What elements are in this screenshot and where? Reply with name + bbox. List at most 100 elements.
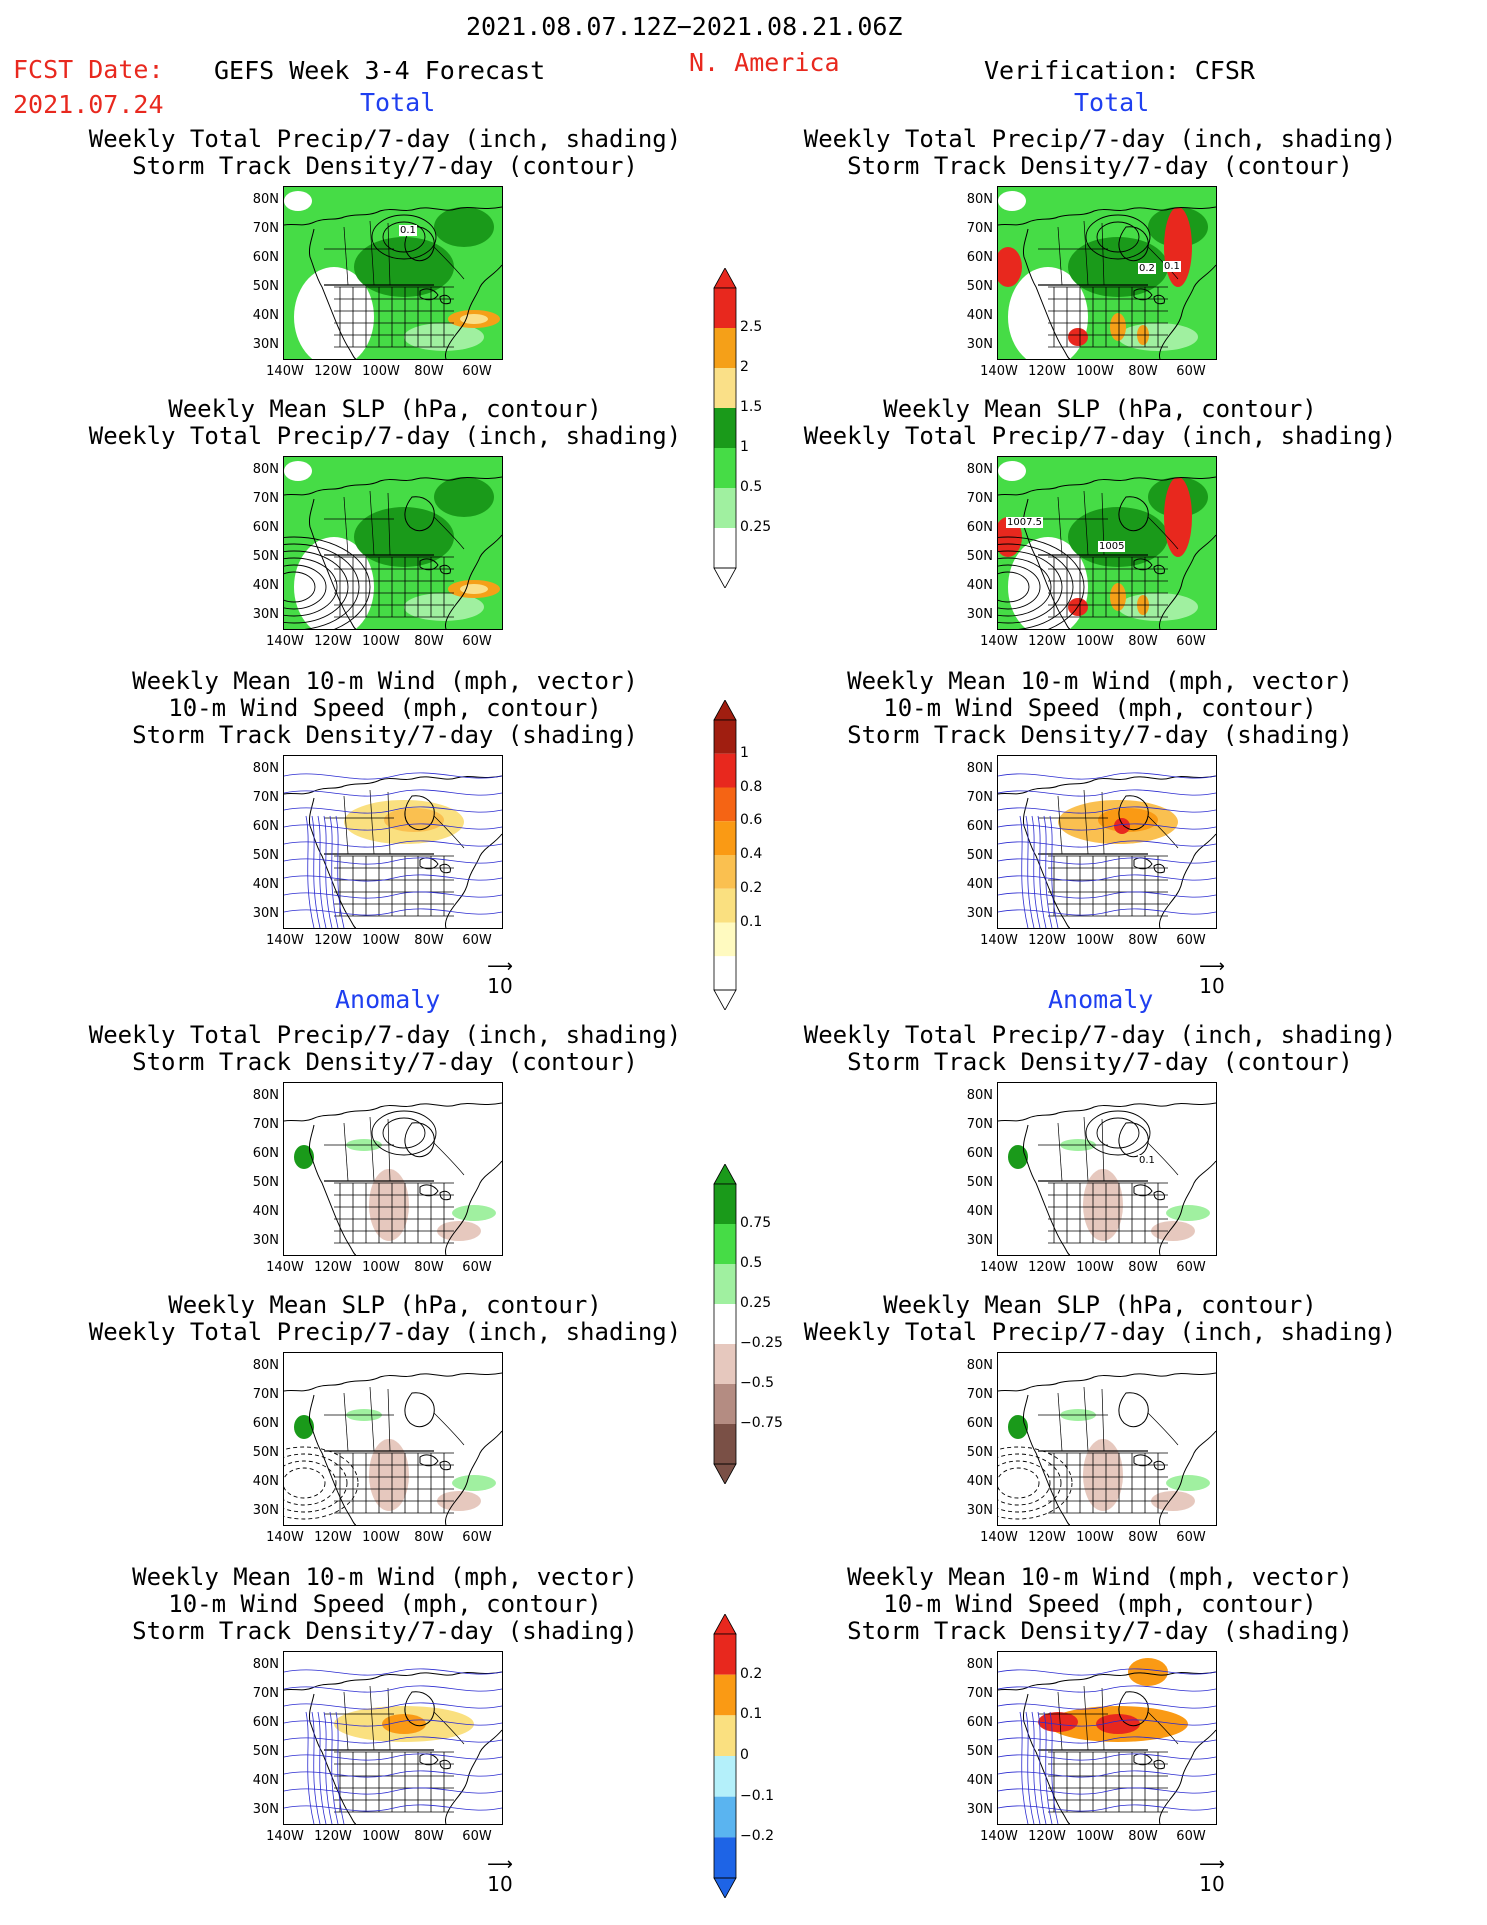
- map-p2r: 1007.5 1005: [997, 456, 1217, 630]
- vector-scale-label: 10: [487, 974, 513, 998]
- colorbar-label: −0.75: [740, 1415, 783, 1431]
- lon-tick-label: 100W: [1076, 933, 1114, 948]
- title-line: Weekly Total Precip/7-day (inch, shading…: [803, 125, 1397, 153]
- track-shading: [1114, 818, 1130, 834]
- lon-tick-label: 80W: [1128, 1530, 1158, 1545]
- lat-tick-label: 30N: [252, 607, 279, 622]
- track-anomaly-shading: [1038, 1712, 1078, 1732]
- colorbar-segment: [714, 488, 736, 528]
- lon-tick-label: 60W: [462, 1260, 492, 1275]
- lon-tick-label: 140W: [980, 1829, 1018, 1844]
- colorbar-segment: [714, 1224, 736, 1264]
- lon-tick-label: 80W: [414, 364, 444, 379]
- lat-tick-label: 50N: [966, 1175, 993, 1190]
- wet-area: [434, 207, 494, 247]
- title-line: 10-m Wind Speed (mph, contour): [168, 1590, 602, 1618]
- wet-area: [354, 507, 454, 567]
- lon-tick-label: 120W: [314, 634, 352, 649]
- colorbar-segment: [714, 1756, 736, 1797]
- colorbar-bottom-triangle: [713, 989, 737, 1010]
- lon-tick-label: 80W: [414, 634, 444, 649]
- lon-tick-label: 140W: [980, 1260, 1018, 1275]
- lat-tick-label: 60N: [966, 1715, 993, 1730]
- lon-tick-label: 60W: [1176, 1260, 1206, 1275]
- map-p3l: [283, 755, 503, 929]
- lat-tick-label: 50N: [966, 279, 993, 294]
- lon-tick-label: 60W: [1176, 1530, 1206, 1545]
- colorbar-segment: [714, 1634, 736, 1675]
- title-line: Storm Track Density/7-day (shading): [847, 1617, 1353, 1645]
- lon-tick-label: 120W: [314, 1829, 352, 1844]
- contour-lines: [371, 1110, 437, 1156]
- province-borders: [1038, 1116, 1179, 1182]
- colorbar-label: 0.25: [740, 1295, 772, 1311]
- title-line: 10-m Wind Speed (mph, contour): [883, 1590, 1317, 1618]
- colorbar-label: 0.5: [740, 1255, 763, 1271]
- vector-reference: ⟶ 10: [480, 1856, 520, 1897]
- heavy-area: [1110, 313, 1126, 341]
- lat-tick-label: 60N: [252, 520, 279, 535]
- lon-tick-label: 120W: [1028, 933, 1066, 948]
- title-line: Storm Track Density/7-day (shading): [132, 1617, 638, 1645]
- map-canvas: [998, 187, 1216, 359]
- lon-tick-label: 60W: [462, 1829, 492, 1844]
- map-canvas: [998, 1102, 1216, 1255]
- lat-tick-label: 40N: [252, 1204, 279, 1219]
- colorbar-segment: [714, 1344, 736, 1384]
- lon-tick-label: 100W: [1076, 1829, 1114, 1844]
- title-line: Storm Track Density/7-day (contour): [132, 152, 638, 180]
- lat-tick-label: 30N: [966, 1503, 993, 1518]
- map-p4r: 0.1: [997, 1082, 1217, 1256]
- lon-tick-label: 60W: [462, 634, 492, 649]
- colorbar-label: 1: [740, 439, 749, 455]
- lat-tick-label: 80N: [966, 1657, 993, 1672]
- lat-tick-label: 30N: [252, 906, 279, 921]
- panel-title-total-precip-left: Weekly Total Precip/7-day (inch, shading…: [60, 126, 710, 180]
- lon-tick-label: 140W: [266, 1260, 304, 1275]
- positive-anomaly: [294, 1145, 314, 1169]
- colorbar-segment: [714, 956, 736, 990]
- colorbar-segment: [714, 1384, 736, 1424]
- title-line: Weekly Total Precip/7-day (inch, shading…: [88, 125, 682, 153]
- province-borders: [324, 1386, 465, 1452]
- lon-tick-label: 140W: [266, 933, 304, 948]
- wet-area: [434, 477, 494, 517]
- lon-tick-label: 60W: [1176, 634, 1206, 649]
- lat-tick-label: 30N: [966, 1802, 993, 1817]
- verification-title: Verification: CFSR: [984, 56, 1255, 85]
- province-borders: [324, 789, 465, 855]
- vector-scale-label: 10: [1199, 1872, 1225, 1896]
- colorbar-label: −0.1: [740, 1787, 774, 1804]
- title-line: Weekly Total Precip/7-day (inch, shading…: [803, 422, 1397, 450]
- lat-tick-label: 80N: [252, 761, 279, 776]
- lon-tick-label: 80W: [1128, 1260, 1158, 1275]
- lat-tick-label: 40N: [966, 877, 993, 892]
- coastline: [998, 775, 1216, 928]
- title-line: Storm Track Density/7-day (contour): [847, 152, 1353, 180]
- lat-tick-label: 50N: [252, 848, 279, 863]
- colorbar-track-total: [713, 700, 737, 1010]
- dry-area: [1008, 537, 1088, 629]
- negative-anomaly: [369, 1169, 409, 1241]
- province-borders: [1038, 1386, 1179, 1452]
- dry-area: [294, 267, 374, 359]
- colorbar-segment: [714, 720, 736, 754]
- track-anomaly-shading: [1128, 1658, 1168, 1686]
- map-p4l: [283, 1082, 503, 1256]
- colorbar-bottom-triangle: [713, 1877, 737, 1898]
- lat-tick-label: 80N: [966, 1088, 993, 1103]
- negative-anomaly: [1083, 1169, 1123, 1241]
- lat-tick-label: 50N: [966, 549, 993, 564]
- map-p5l: [283, 1352, 503, 1526]
- lat-tick-label: 60N: [966, 250, 993, 265]
- colorbar-track-anomaly: [713, 1614, 737, 1898]
- lat-tick-label: 30N: [966, 906, 993, 921]
- lat-tick-label: 50N: [252, 1445, 279, 1460]
- state-borders: [1038, 1749, 1168, 1813]
- colorbar-segment: [714, 408, 736, 448]
- colorbar-top-triangle: [713, 700, 737, 721]
- lon-tick-label: 60W: [462, 1530, 492, 1545]
- lon-tick-label: 140W: [266, 634, 304, 649]
- negative-anomaly: [437, 1221, 481, 1241]
- contour-lines: [998, 536, 1085, 629]
